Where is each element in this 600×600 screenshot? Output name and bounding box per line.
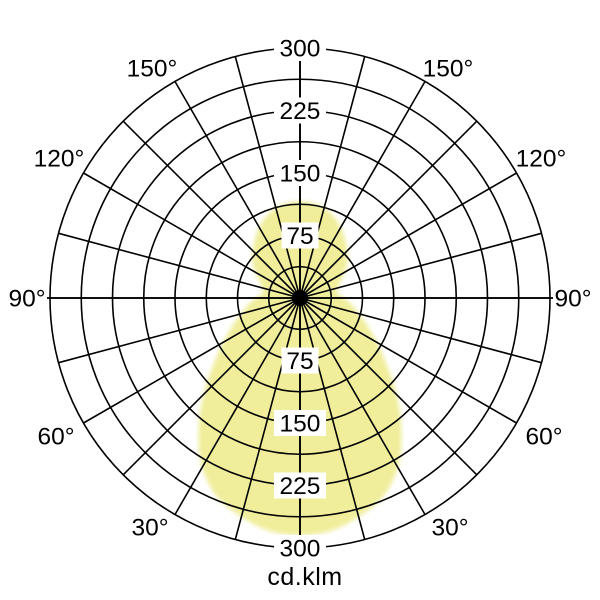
angle-spoke-line <box>234 297 301 540</box>
angle-spoke-line <box>174 297 301 515</box>
angle-spoke-line <box>299 297 478 476</box>
radial-tick-box <box>274 535 326 561</box>
angle-tick-label: 120° <box>516 146 567 173</box>
radial-tick-box <box>274 35 326 61</box>
angle-tick-label: 30° <box>431 515 468 542</box>
radial-tick-label: 150 <box>280 161 321 188</box>
angle-spoke-line <box>83 297 301 424</box>
angle-spoke-line <box>234 56 301 299</box>
angle-spoke-line <box>58 232 301 299</box>
angle-spoke-line <box>122 297 301 476</box>
angle-tick-label: 30° <box>131 515 168 542</box>
radial-tick-box <box>281 347 319 374</box>
radial-tick-label: 225 <box>280 98 321 125</box>
angle-spoke-line <box>299 120 478 299</box>
angle-tick-label: 150° <box>423 56 474 83</box>
angle-spoke-line <box>122 120 301 299</box>
angle-spoke-line <box>299 232 542 299</box>
angle-spoke-line <box>299 297 366 540</box>
angle-spoke-line <box>299 297 426 515</box>
radial-tick-box <box>274 472 326 499</box>
angle-spoke-line <box>299 172 517 299</box>
radial-tick-label: 225 <box>280 473 321 500</box>
angle-tick-label: 60° <box>37 424 74 451</box>
angle-spoke-line <box>299 297 542 364</box>
angle-tick-label: 90° <box>554 286 591 313</box>
radial-tick-box <box>274 97 326 124</box>
radial-tick-label: 300 <box>280 536 321 563</box>
angle-spoke-line <box>83 172 301 299</box>
angle-tick-label: 150° <box>127 56 178 83</box>
radial-tick-box <box>274 160 326 186</box>
angle-tick-label: 60° <box>525 424 562 451</box>
unit-label: cd.klm <box>267 563 343 591</box>
radial-tick-label: 75 <box>286 348 313 375</box>
radial-tick-box <box>274 410 326 436</box>
angle-spoke-line <box>58 297 301 364</box>
radial-tick-label: 150 <box>280 411 321 438</box>
angle-spoke-line <box>299 297 517 424</box>
radial-tick-label: 300 <box>280 36 321 63</box>
radial-tick-box <box>281 222 319 249</box>
angle-spoke-line <box>299 56 366 299</box>
angle-tick-label: 120° <box>34 146 85 173</box>
center-origin-dot <box>292 290 308 306</box>
angle-spoke-line <box>174 81 301 299</box>
radial-tick-label: 75 <box>286 223 313 250</box>
angle-spoke-line <box>299 81 426 299</box>
angle-tick-label: 90° <box>8 286 45 313</box>
